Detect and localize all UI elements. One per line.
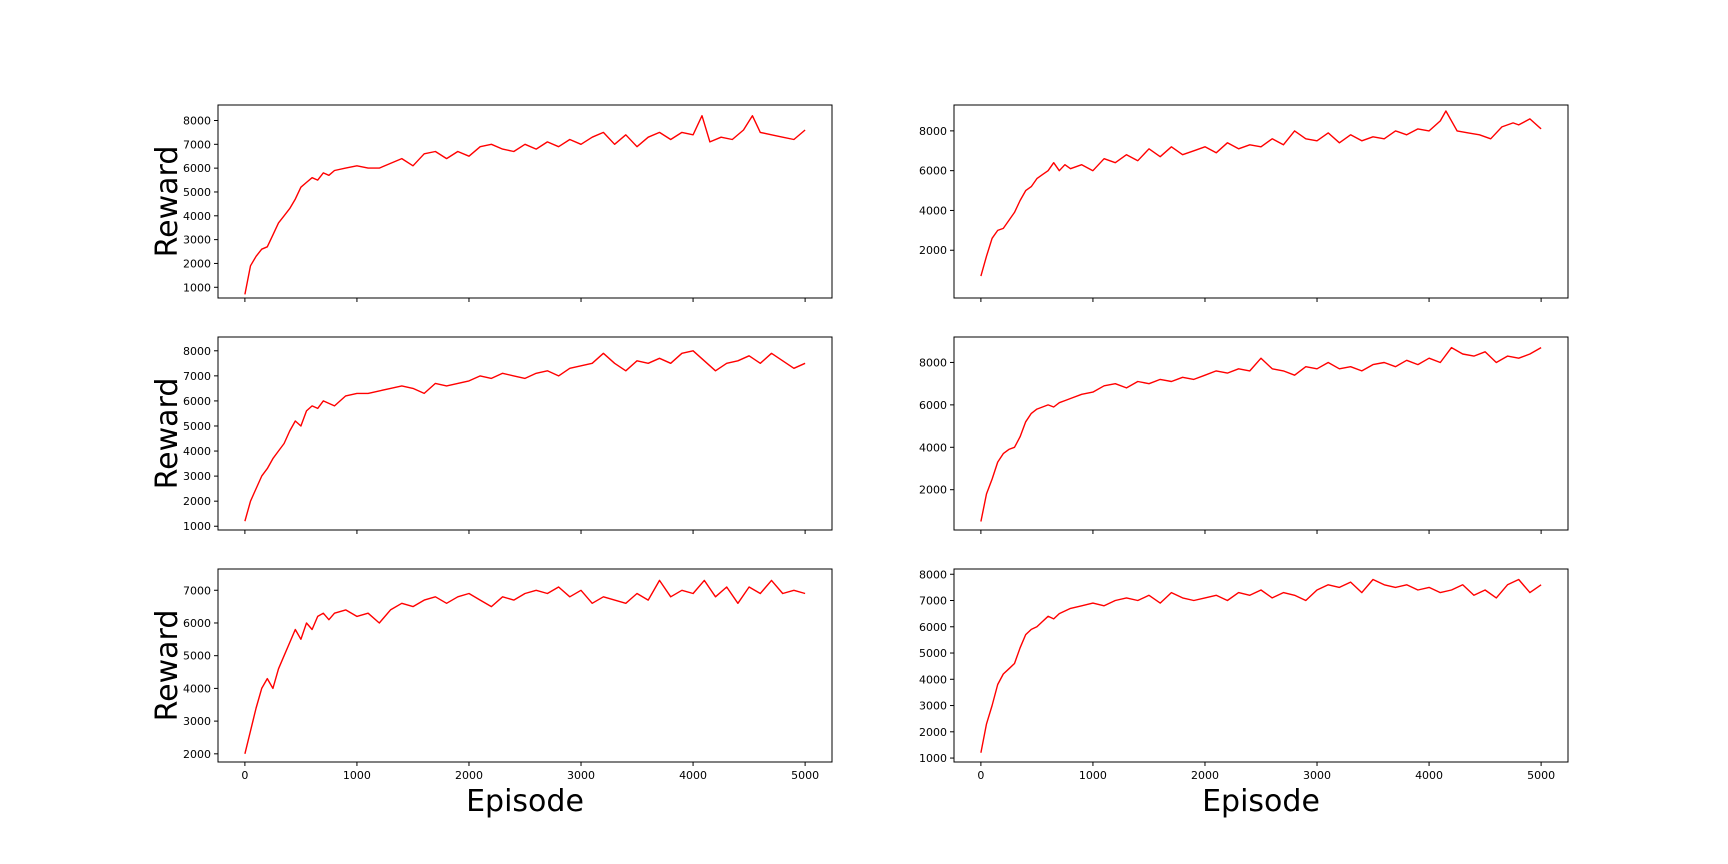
y-tick-label: 7000: [183, 584, 211, 597]
y-tick-label: 8000: [919, 568, 947, 581]
plot-frame: [217, 336, 833, 531]
series-line-row1-col2-0: [980, 110, 1542, 277]
y-tick-label: 5000: [183, 186, 211, 199]
y-axis-label: Reward: [150, 378, 185, 490]
x-tick-label: 2000: [1191, 769, 1219, 782]
series-line-row3-col1-0: [244, 579, 806, 754]
chart-panel-row1-col2: 2000 4000 6000 8000: [919, 104, 1569, 302]
x-tick-label: 1000: [343, 769, 371, 782]
y-tick-label: 7000: [183, 370, 211, 383]
x-tick-label: 4000: [679, 769, 707, 782]
y-tick-label: 3000: [919, 700, 947, 713]
y-tick-label: 8000: [919, 356, 947, 369]
x-tick-label: 3000: [567, 769, 595, 782]
y-tick-label: 7000: [183, 138, 211, 151]
y-tick-label: 6000: [183, 617, 211, 630]
series-line-row1-col1-0: [244, 114, 806, 295]
x-tick-label: 5000: [791, 769, 819, 782]
y-tick-label: 7000: [919, 595, 947, 608]
y-tick-label: 8000: [183, 114, 211, 127]
y-axis-label: Reward: [150, 146, 185, 258]
y-tick-label: 8000: [183, 345, 211, 358]
x-tick-label: 5000: [1527, 769, 1555, 782]
y-tick-label: 2000: [183, 748, 211, 761]
y-tick-label: 3000: [183, 234, 211, 247]
y-tick-label: 6000: [183, 395, 211, 408]
y-tick-label: 2000: [919, 726, 947, 739]
y-tick-label: 3000: [183, 715, 211, 728]
series-line-row2-col1-0: [244, 350, 806, 522]
y-tick-label: 2000: [919, 484, 947, 497]
y-tick-label: 4000: [183, 445, 211, 458]
y-tick-label: 5000: [183, 420, 211, 433]
y-tick-label: 1000: [183, 520, 211, 533]
chart-panel-row2-col1: 1000 2000 3000 4000 5000 6000 7000 8000 Reward: [150, 336, 833, 534]
chart-panel-row1-col1: 1000 2000 3000 4000 5000 6000 7000 8000 Reward: [150, 104, 833, 302]
y-tick-label: 4000: [183, 210, 211, 223]
chart-panel-row2-col2: 2000 4000 6000 8000: [919, 336, 1569, 534]
plot-frame: [217, 104, 833, 299]
chart-panel-row3-col1: 2000 3000 4000 5000 6000 7000 0 1000 2000 3000 400…: [150, 568, 833, 819]
y-tick-label: 8000: [919, 125, 947, 138]
x-tick-label: 1000: [1079, 769, 1107, 782]
plot-frame: [217, 568, 833, 763]
chart-panel-row3-col2: 1000 2000 3000 4000 5000 6000 7000 8000 0 1000 200…: [919, 568, 1569, 819]
y-tick-label: 6000: [919, 165, 947, 178]
y-tick-label: 4000: [919, 204, 947, 217]
x-axis-label: Episode: [1202, 784, 1320, 819]
y-tick-label: 5000: [183, 650, 211, 663]
y-tick-label: 4000: [919, 441, 947, 454]
y-tick-label: 1000: [183, 281, 211, 294]
y-tick-label: 4000: [919, 673, 947, 686]
y-tick-label: 5000: [919, 647, 947, 660]
y-axis-label: Reward: [150, 610, 185, 722]
x-axis-label: Episode: [466, 784, 584, 819]
y-tick-label: 4000: [183, 682, 211, 695]
x-tick-label: 4000: [1415, 769, 1443, 782]
x-tick-label: 0: [241, 769, 248, 782]
series-line-row2-col2-0: [980, 346, 1542, 522]
y-tick-label: 6000: [183, 162, 211, 175]
x-tick-label: 0: [977, 769, 984, 782]
y-tick-label: 6000: [919, 399, 947, 412]
y-tick-label: 2000: [183, 257, 211, 270]
y-tick-label: 2000: [183, 495, 211, 508]
y-tick-label: 2000: [919, 244, 947, 257]
x-tick-label: 2000: [455, 769, 483, 782]
plot-frame: [953, 336, 1569, 531]
plot-frame: [953, 568, 1569, 763]
y-tick-label: 3000: [183, 470, 211, 483]
y-tick-label: 1000: [919, 752, 947, 765]
x-tick-label: 3000: [1303, 769, 1331, 782]
plot-frame: [953, 104, 1569, 299]
y-tick-label: 6000: [919, 621, 947, 634]
series-line-row3-col2-0: [980, 578, 1542, 753]
